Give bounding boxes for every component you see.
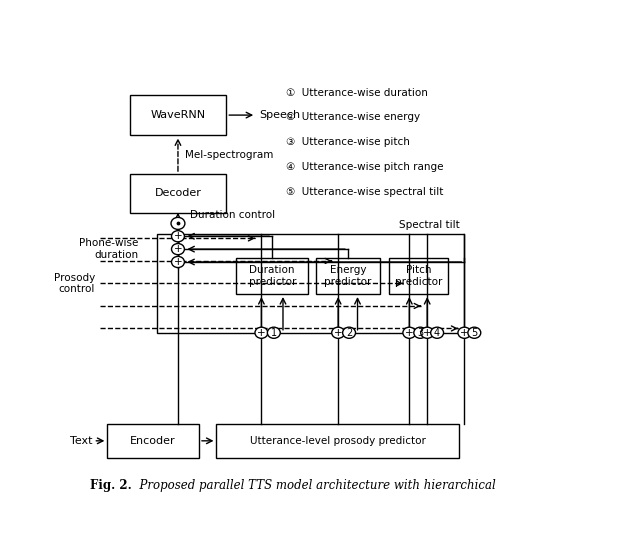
Text: 3: 3: [417, 328, 423, 338]
Text: Spectral tilt: Spectral tilt: [399, 220, 460, 230]
Circle shape: [458, 327, 471, 338]
Circle shape: [342, 327, 356, 338]
Text: 2: 2: [346, 328, 352, 338]
Text: Proposed parallel TTS model architecture with hierarchical: Proposed parallel TTS model architecture…: [132, 478, 496, 491]
Bar: [108, 424, 199, 458]
Circle shape: [468, 327, 481, 338]
Text: ④  Utterance-wise pitch range: ④ Utterance-wise pitch range: [286, 162, 444, 172]
Circle shape: [431, 327, 444, 338]
Bar: [157, 234, 465, 333]
Text: Prosody
control: Prosody control: [54, 272, 95, 294]
Text: Utterance-level prosody predictor: Utterance-level prosody predictor: [250, 436, 426, 446]
Bar: [388, 258, 448, 294]
Circle shape: [332, 327, 344, 338]
Text: +: +: [334, 328, 342, 338]
Text: Energy
predictor: Energy predictor: [324, 265, 372, 287]
Text: ③  Utterance-wise pitch: ③ Utterance-wise pitch: [286, 138, 410, 147]
Text: +: +: [173, 257, 182, 267]
Circle shape: [172, 256, 184, 267]
Bar: [129, 95, 227, 135]
Text: WaveRNN: WaveRNN: [150, 110, 205, 120]
Bar: [236, 258, 308, 294]
Text: +: +: [173, 231, 182, 241]
Text: 4: 4: [434, 328, 440, 338]
Text: Decoder: Decoder: [154, 188, 202, 198]
Text: +: +: [423, 328, 431, 338]
Text: ②  Utterance-wise energy: ② Utterance-wise energy: [286, 113, 420, 123]
Circle shape: [268, 327, 280, 338]
Text: +: +: [460, 328, 468, 338]
Circle shape: [171, 217, 185, 229]
Text: Fig. 2.: Fig. 2.: [90, 478, 132, 491]
Text: Pitch
predictor: Pitch predictor: [395, 265, 442, 287]
Text: +: +: [173, 244, 182, 254]
Text: Duration
predictor: Duration predictor: [248, 265, 296, 287]
Text: 1: 1: [271, 328, 277, 338]
Bar: [316, 258, 380, 294]
Circle shape: [255, 327, 268, 338]
Bar: [129, 174, 227, 213]
Text: Speech: Speech: [260, 110, 301, 120]
Circle shape: [172, 243, 184, 255]
Text: Duration control: Duration control: [190, 210, 275, 220]
Text: Mel-spectrogram: Mel-spectrogram: [186, 150, 274, 160]
Circle shape: [172, 231, 184, 242]
Text: +: +: [405, 328, 413, 338]
Text: Encoder: Encoder: [131, 436, 176, 446]
Text: Text: Text: [70, 436, 92, 446]
Circle shape: [414, 327, 427, 338]
Text: 5: 5: [471, 328, 477, 338]
Circle shape: [420, 327, 434, 338]
Text: ⑤  Utterance-wise spectral tilt: ⑤ Utterance-wise spectral tilt: [286, 187, 444, 197]
Text: ①  Utterance-wise duration: ① Utterance-wise duration: [286, 87, 428, 97]
Circle shape: [403, 327, 416, 338]
Text: +: +: [257, 328, 266, 338]
Bar: [216, 424, 460, 458]
Text: Phone-wise
duration: Phone-wise duration: [79, 238, 138, 260]
